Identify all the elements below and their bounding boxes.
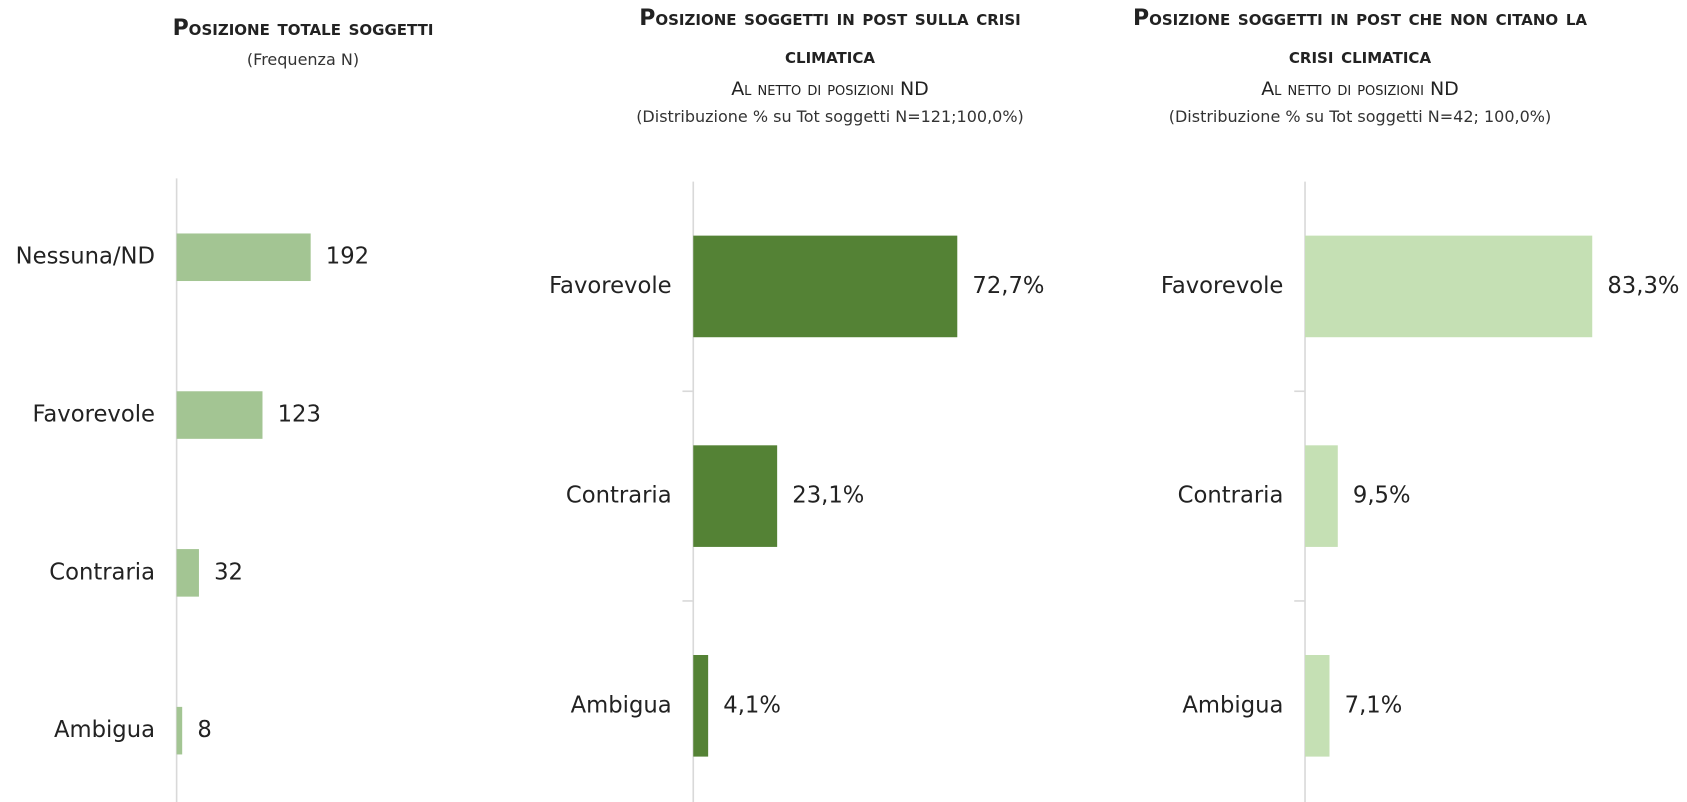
bar — [693, 445, 778, 547]
category-label: Contraria — [1178, 483, 1284, 509]
value-label: 123 — [278, 402, 321, 428]
category-label: Contraria — [566, 483, 672, 509]
header-1: Posizione totale soggetti (Frequenza N) — [80, 10, 526, 72]
chart-subtitle: Al netto di posizioni ND — [731, 78, 929, 100]
category-label: Favorevole — [549, 273, 672, 299]
value-label: 9,5% — [1353, 483, 1411, 509]
chart-note: (Distribuzione % su Tot soggetti N=121;1… — [636, 107, 1024, 126]
chart-title: Posizione soggetti in post che non citan… — [1132, 6, 1588, 69]
value-label: 72,7% — [972, 273, 1044, 299]
value-label: 32 — [214, 559, 243, 585]
header-2: Posizione soggetti in post sulla crisi c… — [600, 0, 1060, 132]
category-label: Ambigua — [571, 692, 672, 718]
chart-subtitle: (Frequenza N) — [246, 50, 360, 69]
category-label: Contraria — [49, 559, 155, 585]
chart-note: (Distribuzione % su Tot soggetti N=42; 1… — [1168, 107, 1552, 126]
bar — [1305, 445, 1338, 547]
category-label: Nessuna/ND — [16, 244, 155, 270]
bar — [1305, 235, 1593, 338]
bar — [693, 655, 709, 757]
bar — [176, 391, 263, 439]
value-label: 83,3% — [1607, 273, 1679, 299]
chart-title: Posizione soggetti in post sulla crisi c… — [639, 6, 1021, 69]
value-label: 23,1% — [792, 483, 864, 509]
bar — [176, 233, 311, 282]
value-label: 192 — [326, 244, 369, 270]
bar — [1305, 655, 1330, 757]
value-label: 7,1% — [1345, 692, 1403, 718]
value-label: 4,1% — [723, 692, 781, 718]
category-label: Ambigua — [1182, 692, 1283, 718]
category-label: Favorevole — [32, 402, 155, 428]
chart-title: Posizione totale soggetti — [172, 16, 434, 41]
header-3: Posizione soggetti in post che non citan… — [1080, 0, 1640, 132]
chart-subtitle: Al netto di posizioni ND — [1261, 78, 1459, 100]
bar — [176, 549, 199, 597]
bar — [176, 706, 183, 755]
category-label: Favorevole — [1161, 273, 1284, 299]
value-label: 8 — [197, 717, 211, 743]
bar — [693, 235, 958, 338]
category-label: Ambigua — [54, 717, 155, 743]
